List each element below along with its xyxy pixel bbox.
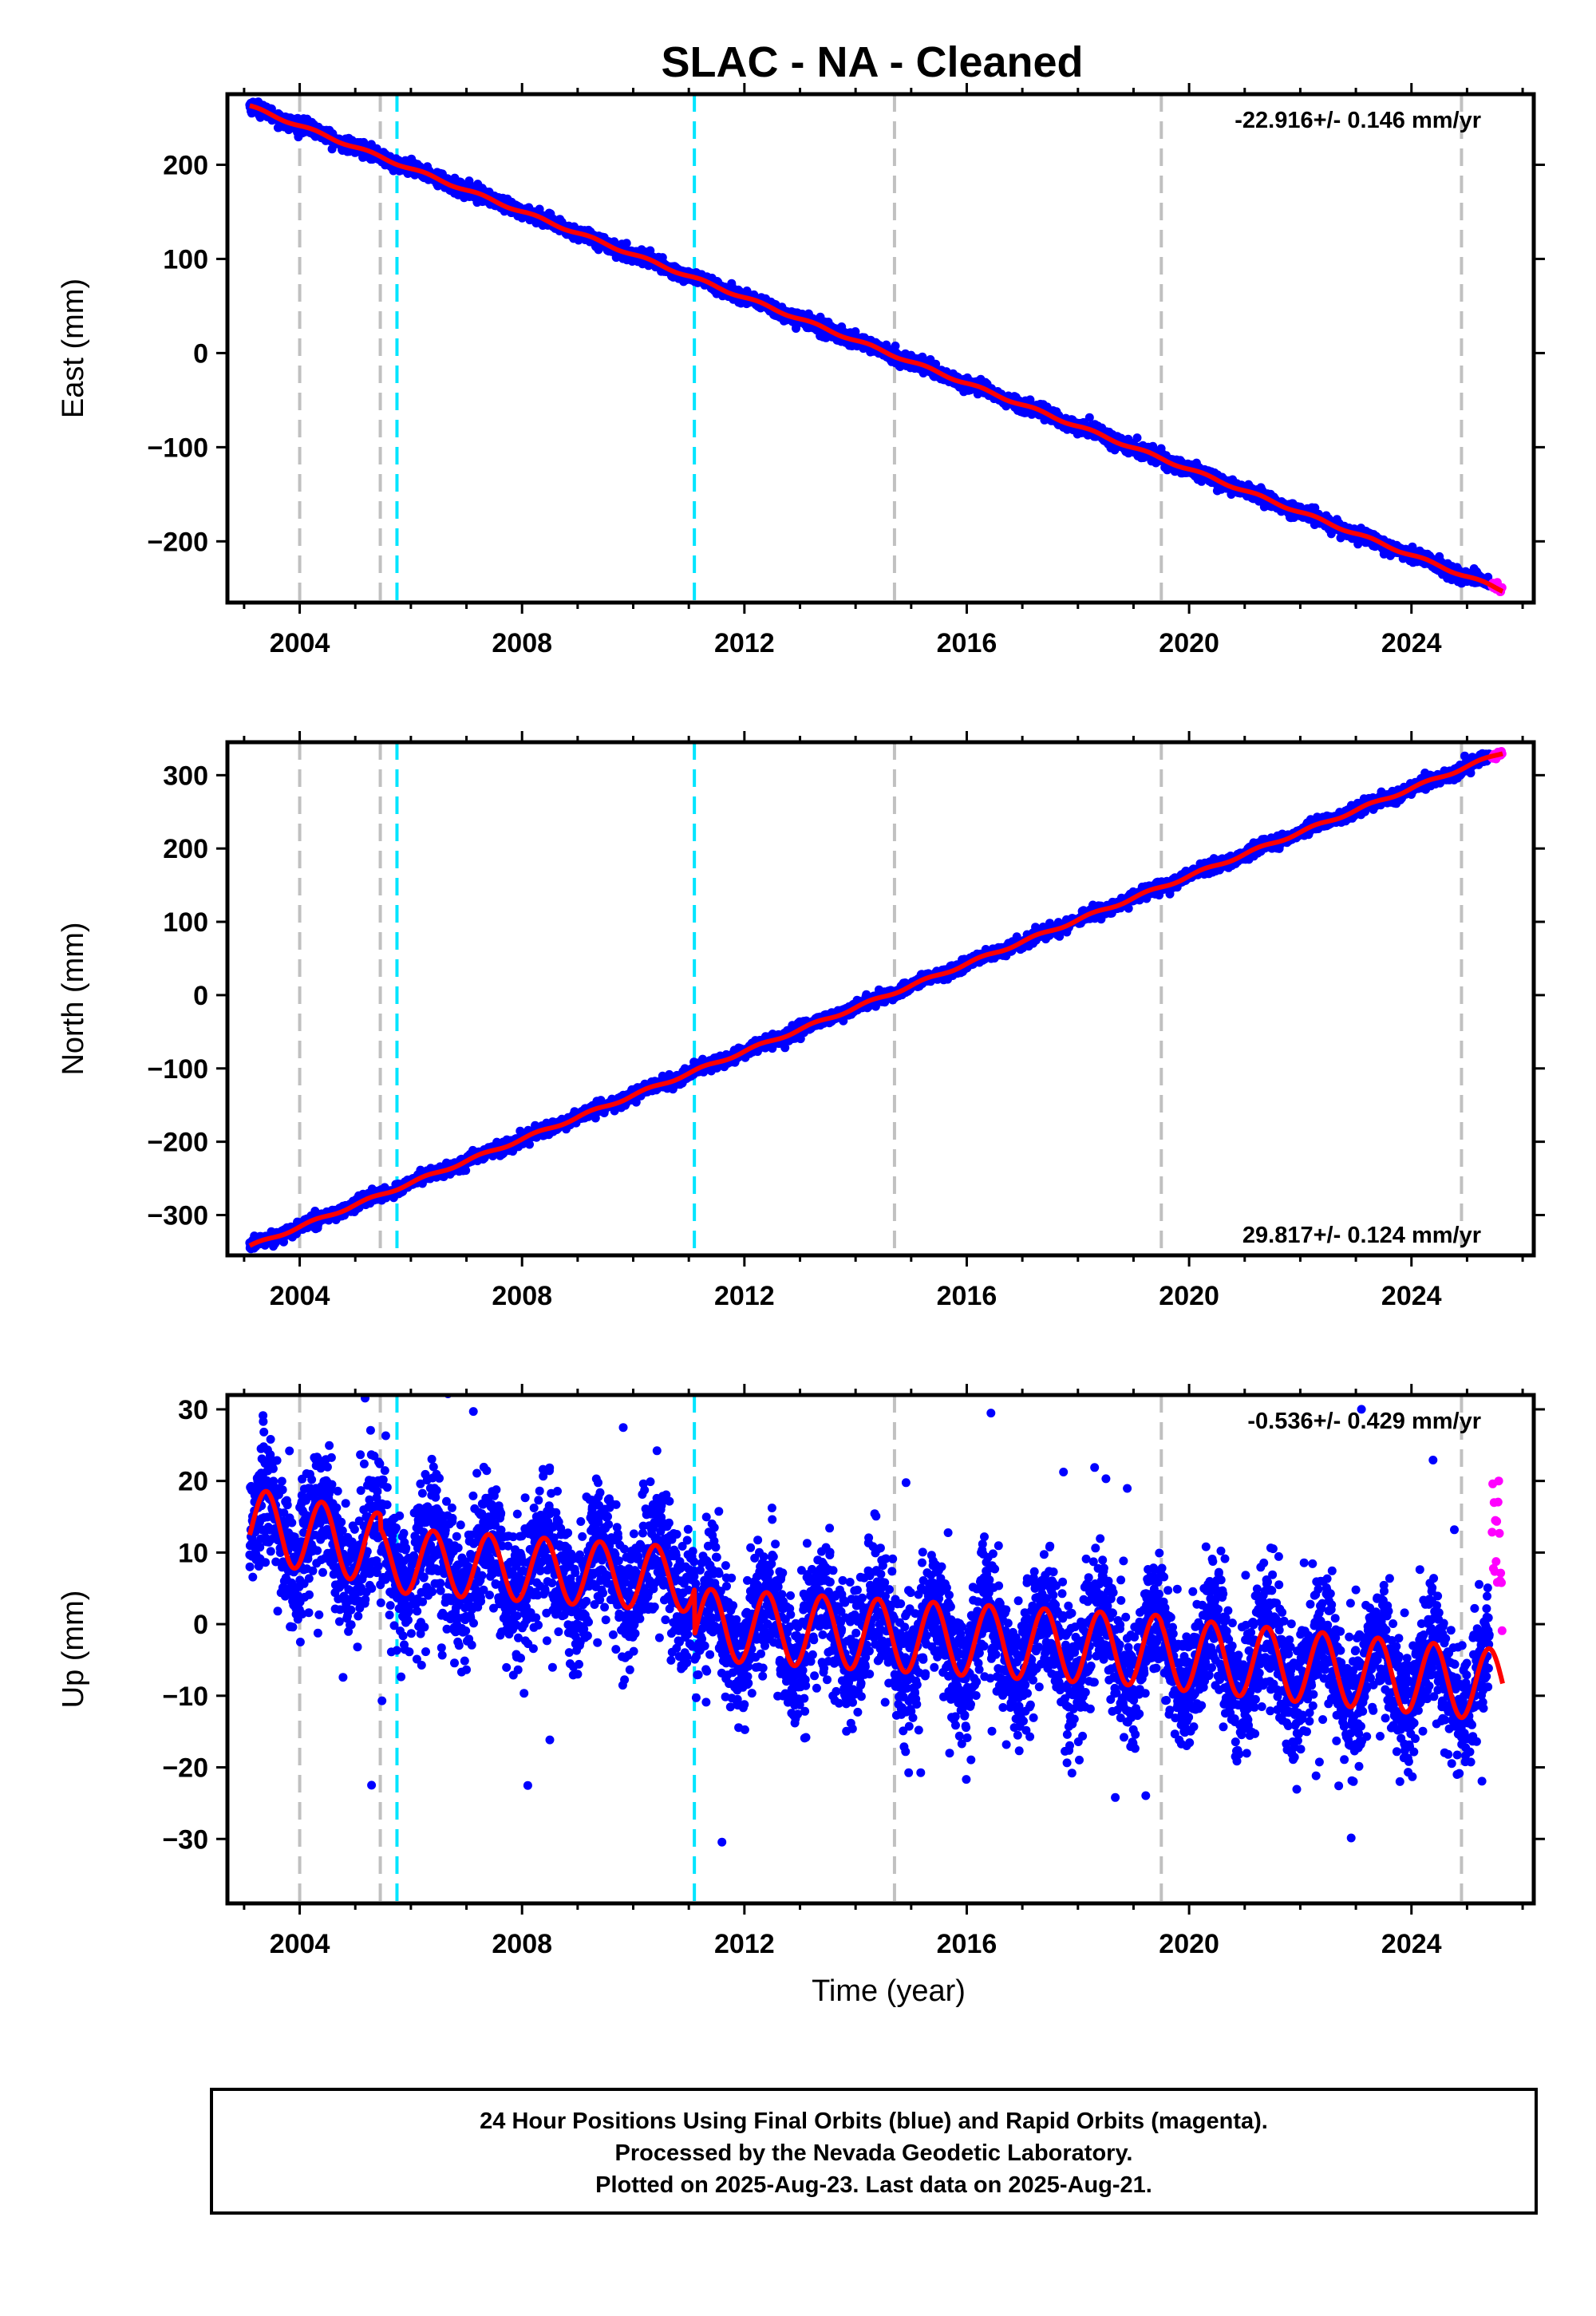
north-plot-area	[245, 742, 1507, 1255]
north-final-point	[525, 1140, 534, 1149]
chart-title: SLAC - NA - Cleaned	[661, 38, 1083, 86]
east-y-tick-label: 100	[163, 244, 208, 275]
east-panel: 2004 2008 2012 2016 2020 2024 −200 −100 0 100 200 E…	[57, 83, 1545, 658]
east-final-point	[622, 239, 631, 248]
east-final-point	[1084, 413, 1094, 422]
east-x-tick-label: 2012	[714, 628, 775, 658]
east-x-tick-label: 2020	[1159, 628, 1219, 658]
east-plot-area	[245, 94, 1507, 603]
east-x-tick-label: 2024	[1381, 628, 1442, 658]
east-y-axis-label: East (mm)	[57, 279, 90, 418]
east-y-tick-label: −100	[147, 433, 208, 463]
east-final-point	[1132, 433, 1142, 443]
north-panel: 2004 2008 2012 2016 2020 2024−300−200−1000100…	[57, 731, 1545, 1311]
east-x-tick-label: 2004	[270, 628, 330, 658]
east-model-fit-line	[247, 103, 1505, 594]
east-final-point	[891, 342, 900, 350]
east-x-tick-label: 2008	[492, 628, 552, 658]
east-rate-text: -22.916+/- 0.146 mm/yr	[1235, 108, 1481, 133]
east-y-tick-label: 0	[193, 338, 208, 369]
east-x-tick-label: 2016	[937, 628, 998, 658]
east-y-tick-label: −200	[147, 527, 208, 557]
east-y-tick-label: 200	[163, 150, 208, 180]
